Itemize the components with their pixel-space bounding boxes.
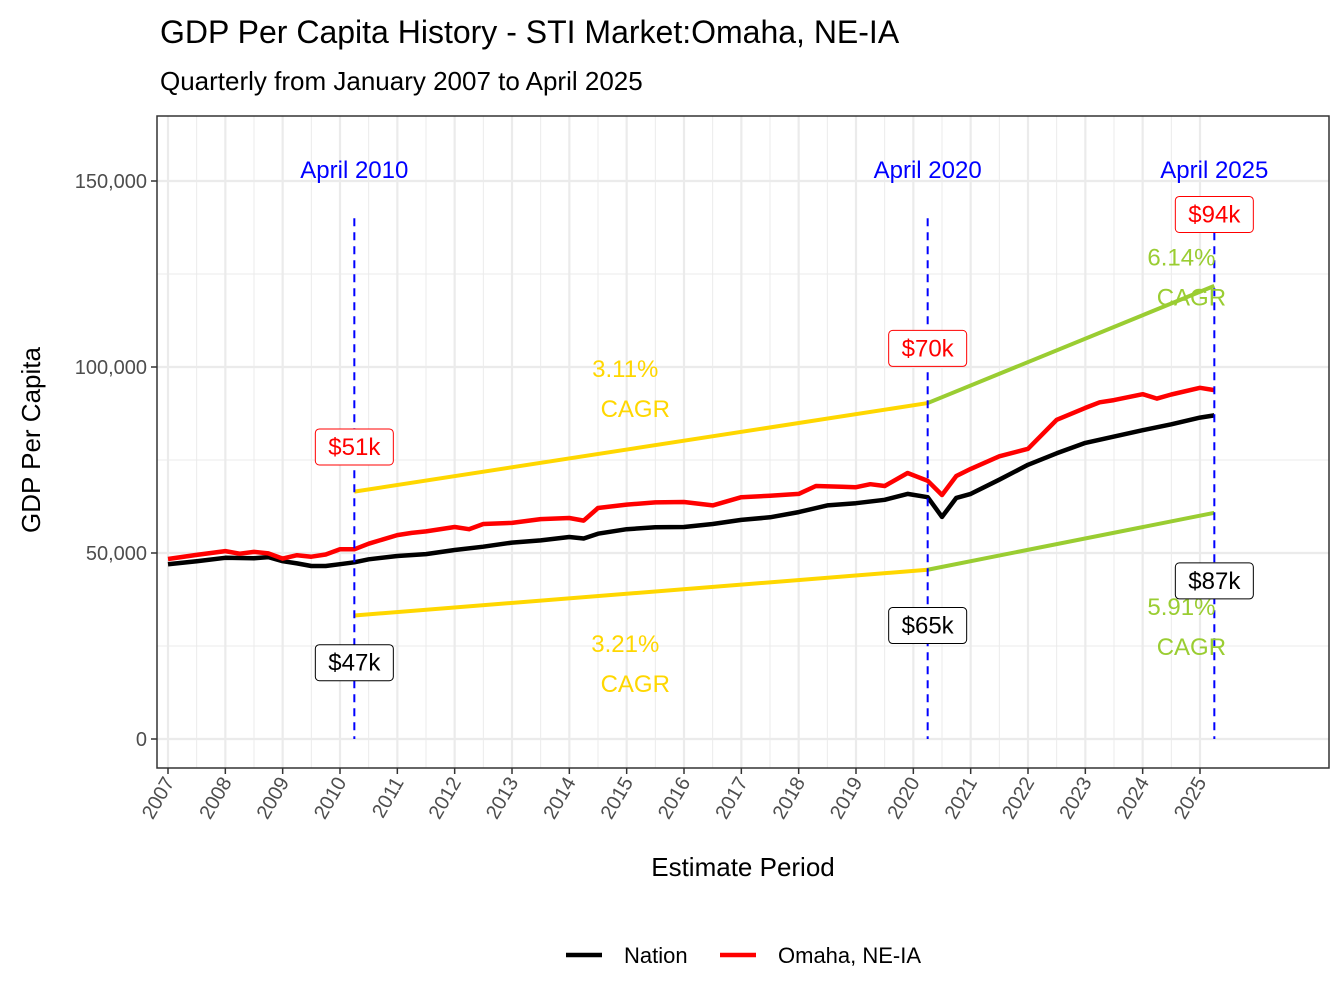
cagr-line-omaha-cagr-2020-2025 xyxy=(926,284,1216,405)
cagr-lines xyxy=(354,284,1216,618)
x-tick-label: 2007 xyxy=(138,774,179,824)
cagr-line-omaha-cagr-2010-2020 xyxy=(354,401,928,494)
series-line-nation xyxy=(167,413,1215,569)
value-label-box xyxy=(1174,562,1254,600)
chart-subtitle: Quarterly from January 2007 to April 202… xyxy=(160,66,643,96)
x-tick-label: 2016 xyxy=(654,774,695,824)
x-tick-label: 2021 xyxy=(941,774,982,824)
x-tick-label: 2023 xyxy=(1055,774,1096,824)
event-label: April 2025 xyxy=(1160,157,1268,184)
cagr-caption-label: CAGR xyxy=(1157,634,1226,661)
x-tick-label: 2012 xyxy=(425,774,466,824)
grid-minor xyxy=(157,116,1329,768)
legend-label-nation: Nation xyxy=(624,943,688,968)
chart-title: GDP Per Capita History - STI Market:Omah… xyxy=(160,14,900,50)
value-label-box xyxy=(888,329,968,367)
cagr-percent-label: 3.11% xyxy=(592,356,658,383)
value-label: $51k xyxy=(328,434,381,461)
x-tick-label: 2024 xyxy=(1113,774,1154,824)
x-tick-label: 2013 xyxy=(482,774,523,824)
value-label: $70k xyxy=(902,335,955,362)
cagr-caption-label: CAGR xyxy=(1157,284,1226,311)
value-label-box xyxy=(314,644,394,682)
x-tick-label: 2025 xyxy=(1170,774,1211,824)
x-tick-label: 2010 xyxy=(310,774,351,824)
value-label-box xyxy=(314,428,394,466)
y-tick-label: 100,000 xyxy=(75,357,147,379)
cagr-percent-label: 3.21% xyxy=(591,631,659,658)
event-labels: April 2010 April 2020 April 2025 xyxy=(300,157,1268,184)
series-line-omaha xyxy=(167,385,1215,562)
series-lines xyxy=(167,385,1215,569)
value-label: $87k xyxy=(1188,568,1241,595)
value-label-box xyxy=(888,607,968,645)
x-axis-title: Estimate Period xyxy=(651,852,835,882)
event-label: April 2020 xyxy=(874,157,982,184)
y-tick-label: 0 xyxy=(136,729,147,751)
cagr-percent-label: 6.14% xyxy=(1147,244,1215,271)
x-tick-label: 2019 xyxy=(826,774,867,824)
legend-label-omaha: Omaha, NE-IA xyxy=(778,943,921,968)
value-label: $65k xyxy=(902,613,955,640)
event-label: April 2010 xyxy=(300,157,408,184)
x-axis: 2007 2008 2009 2010 2011 2012 2013 2014 2015 2016… xyxy=(138,768,1211,823)
x-tick-label: 2011 xyxy=(368,774,409,822)
cagr-line-nation-cagr-2010-2020 xyxy=(354,567,928,618)
cagr-caption-label: CAGR xyxy=(601,396,670,423)
x-tick-label: 2017 xyxy=(711,774,752,824)
x-tick-label: 2014 xyxy=(539,774,580,824)
plot-panel-border xyxy=(156,115,1330,769)
x-tick-label: 2009 xyxy=(253,774,294,824)
value-labels: $51k $47k $70k $65k $94k $87k xyxy=(314,195,1254,682)
cagr-line-nation-cagr-2020-2025 xyxy=(927,510,1215,572)
y-tick-label: 150,000 xyxy=(75,171,147,193)
cagr-caption-label: CAGR xyxy=(601,671,670,698)
x-tick-label: 2018 xyxy=(769,774,810,824)
value-label-box xyxy=(1174,195,1254,233)
y-axis: 0 50,000 100,000 150,000 xyxy=(75,171,157,751)
legend: Nation Omaha, NE-IA xyxy=(566,943,921,968)
x-tick-label: 2015 xyxy=(597,774,638,824)
y-axis-title: GDP Per Capita xyxy=(16,346,46,532)
value-label: $47k xyxy=(328,650,381,677)
value-label: $94k xyxy=(1188,201,1241,228)
x-tick-label: 2008 xyxy=(195,774,236,824)
x-tick-label: 2022 xyxy=(998,774,1039,824)
y-tick-label: 50,000 xyxy=(86,543,147,565)
x-tick-label: 2020 xyxy=(883,774,924,824)
